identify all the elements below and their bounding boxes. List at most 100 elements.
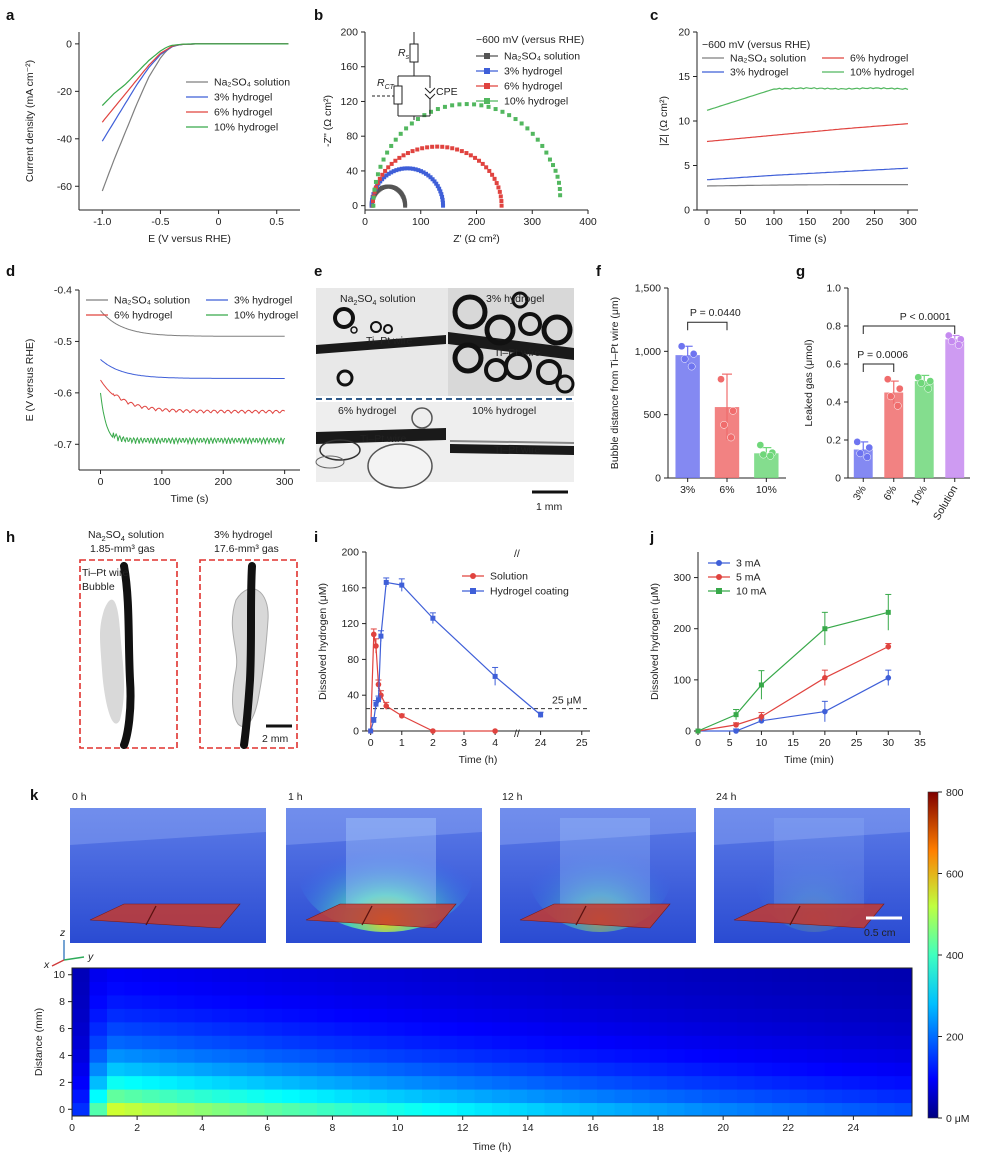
f-data-point (766, 451, 775, 460)
b-xtick-label: 100 (412, 216, 430, 228)
b-data-point (413, 167, 418, 172)
k-heatmap-cell (404, 1102, 423, 1117)
chart-g-leaked-gas: 0 0.2 0.4 0.6 0.8 1.0 Leaked gas (μmol) 3% 6% 10%… (803, 283, 970, 522)
k-heatmap-cell (177, 1021, 195, 1036)
d-xtick-label: 100 (153, 476, 171, 488)
k-heatmap-cell (684, 1075, 703, 1090)
k-heatmap-cell (824, 1075, 843, 1090)
k-heatmap-cell (737, 1035, 755, 1050)
k-heatmap-cell (737, 1062, 755, 1077)
photo-wire-label-4: Ti–Pt wire (494, 444, 540, 456)
b-data-point (530, 131, 535, 136)
i-data-point (383, 579, 389, 585)
c-xtick-label: 150 (799, 216, 817, 228)
k-heatmap-cell (667, 1008, 685, 1023)
k-heatmap-cell (632, 994, 650, 1009)
k-heatmap-cell (754, 994, 773, 1009)
j-xlabel: Time (min) (784, 754, 834, 766)
k-heatmap-cell (859, 968, 878, 982)
k-heatmap-cell (824, 968, 843, 982)
photo-wire-label-1: Ti–Pt wire (366, 335, 412, 347)
k-heatmap-cell (264, 1048, 283, 1063)
j-ytick-label: 0 (685, 726, 691, 738)
k-heatmap-cell (352, 994, 370, 1009)
k-heatmap-cell (789, 1102, 808, 1117)
k-heatmap-cell (159, 981, 178, 996)
b-data-point (464, 151, 469, 156)
k-heatmap-cell (632, 1048, 650, 1063)
k-heatmap-cell (352, 1008, 370, 1023)
chart-f-bubble-distance: 0 500 1,000 1,500 Bubble distance from Ti–Pt… (609, 283, 786, 496)
k-heatmap-cell (859, 1102, 878, 1117)
k-heatmap-cell (439, 1089, 458, 1104)
j-data-point (695, 728, 701, 734)
k-heatmap-cell (789, 968, 808, 982)
k-heatmap-cell (317, 1075, 335, 1090)
panel-letter-a: a (6, 7, 15, 24)
k-heatmap-cell (142, 1089, 160, 1104)
k-heatmap-cell (404, 981, 423, 996)
f-data-point (689, 350, 698, 358)
k-heatmap-cell (142, 1102, 160, 1117)
k-heatmap-cell (334, 1048, 353, 1063)
i-data-point (398, 712, 405, 719)
axis-x-label: x (43, 959, 50, 971)
d-ylabel: E (V versus RHE) (24, 339, 36, 422)
k-heatmap-cell (107, 994, 125, 1009)
a-xtick-label: -0.5 (151, 216, 169, 228)
k-xtick-label: 8 (330, 1122, 336, 1134)
k-heatmap-cell (142, 1035, 160, 1050)
c-legend-label: 6% hydrogel (850, 53, 908, 65)
b-data-point (408, 166, 413, 171)
b-data-point (373, 185, 378, 190)
k-heatmap-cell (649, 994, 668, 1009)
k-heatmap-cell (562, 1008, 580, 1023)
i-ytick-label: 120 (341, 618, 359, 630)
k-heatmap-cell (527, 1048, 545, 1063)
k-heatmap-cell (649, 968, 668, 982)
k-heatmap-cell (824, 994, 843, 1009)
k-heatmap-cell (754, 1102, 773, 1117)
c-ytick-label: 5 (684, 160, 690, 172)
k-heatmap-cell (72, 968, 90, 982)
b-data-point (535, 137, 540, 142)
k-heatmap-cell (614, 1089, 633, 1104)
k-heatmap-cell (299, 1048, 318, 1063)
k-heatmap-cell (369, 968, 388, 982)
g-data-point (856, 449, 865, 458)
axis-z-label: z (59, 927, 66, 939)
b-data-point (399, 166, 404, 171)
k-heatmap-cell (404, 1021, 423, 1036)
k-heatmap-cell (614, 994, 633, 1009)
k-heatmap-cell (807, 1035, 825, 1050)
k-heatmap-cell (177, 1008, 195, 1023)
k-heatmap-cell (859, 1035, 878, 1050)
b-data-point (405, 151, 410, 156)
k-heatmap-cell (772, 994, 790, 1009)
b-data-point (405, 166, 410, 171)
k-snapshot-label: 24 h (716, 791, 737, 803)
b-data-point (430, 144, 435, 149)
k-heatmap-cell (124, 1035, 143, 1050)
b-data-point (498, 194, 503, 199)
j-data-point (885, 675, 892, 681)
k-heatmap-cell (194, 1075, 213, 1090)
k-heatmap-cell (142, 994, 160, 1009)
d-xtick-label: 200 (214, 476, 232, 488)
k-heatmap-cell (649, 1102, 668, 1117)
j-legend-marker (716, 560, 722, 566)
ct-scale-label: 2 mm (262, 733, 289, 745)
k-heatmap-cell (597, 1075, 615, 1090)
b-annotation: −600 mV (versus RHE) (476, 34, 584, 46)
k-heatmap-cell (159, 1075, 178, 1090)
k-heatmap-cell (877, 968, 895, 982)
k-heatmap-cell (597, 981, 615, 996)
k-heatmap-cell (229, 1062, 248, 1077)
k-heatmap-cell (719, 1075, 738, 1090)
k-heatmap-cell (509, 1008, 528, 1023)
k-heatmap-cell (509, 1089, 528, 1104)
k-heatmap-cell (89, 981, 108, 996)
j-xtick-label: 25 (851, 737, 863, 749)
j-xtick-label: 10 (756, 737, 768, 749)
